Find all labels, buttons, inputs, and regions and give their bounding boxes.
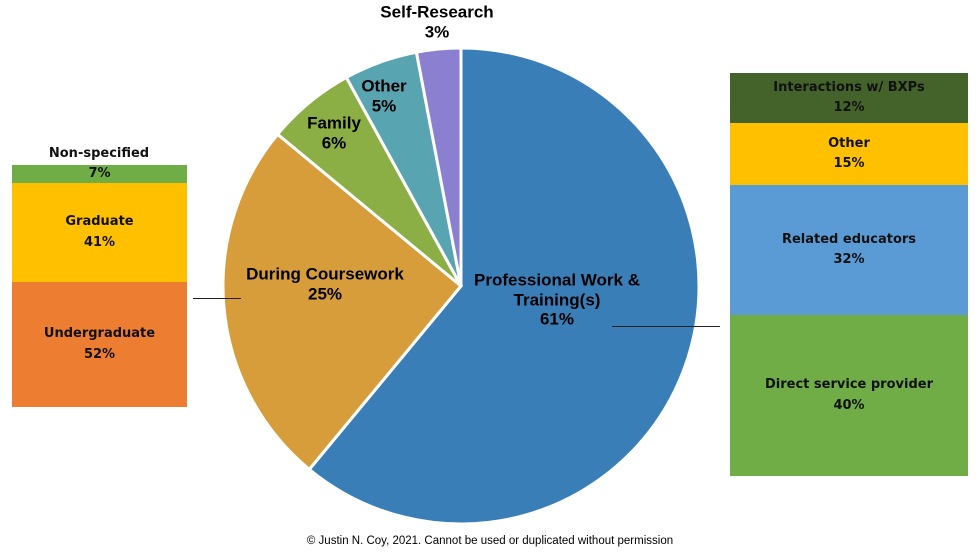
pie-label-other: Other 5% [361, 76, 406, 115]
segment-pct: 7% [88, 165, 111, 181]
label-pct: 25% [307, 284, 343, 303]
pie-label-self-research: Self-Research 3% [380, 2, 493, 41]
segment-pct: 12% [833, 100, 865, 115]
segment-pct: 32% [833, 252, 865, 267]
label-line: Other [361, 76, 407, 96]
professional-breakdown-stack: Interactions w/ BXPs 12% Other 15% Relat… [730, 73, 968, 476]
segment-label: Other [828, 135, 870, 151]
segment-label: Graduate [65, 214, 134, 230]
non-specified-label: Non-specified [48, 146, 150, 161]
coursework-breakdown-stack: 7% Graduate 41% Undergraduate 52% [12, 165, 187, 407]
pie-slice-during-coursework [221, 132, 464, 472]
segment-pct: 40% [833, 397, 865, 413]
label-pct: 61% [539, 309, 575, 329]
pie-label-family: Family 6% [307, 113, 361, 152]
segment-undergraduate: Undergraduate 52% [12, 282, 187, 407]
copyright-footer: © Justin N. Coy, 2021. Cannot be used or… [306, 535, 674, 547]
right-connector-line [612, 326, 720, 327]
label-line: Family [307, 113, 361, 133]
label-line: During Coursework [246, 264, 404, 284]
pie-label-coursework: During Coursework 25% [246, 264, 404, 303]
segment-label: Undergraduate [43, 326, 156, 342]
segment-direct-service-provider: Direct service provider 40% [730, 315, 968, 476]
label-pct: 3% [424, 22, 450, 41]
segment-label: Related educators [781, 231, 917, 247]
label-line: Professional Work & [474, 270, 640, 290]
segment-pct: 41% [83, 234, 116, 250]
segment-related-educators: Related educators 32% [730, 185, 968, 315]
label-line: Self-Research [380, 2, 494, 22]
segment-interactions-bxps: Interactions w/ BXPs 12% [730, 73, 968, 123]
left-connector-line [193, 298, 241, 299]
label-pct: 5% [371, 96, 397, 115]
pie-slice-professional-work-training-s- [307, 46, 701, 526]
segment-non-specified: 7% [12, 165, 187, 183]
pie-slice-self-research [414, 46, 463, 287]
segment-label: Interactions w/ BXPs [773, 79, 925, 95]
segment-label: Direct service provider [765, 377, 933, 393]
segment-other: Other 15% [730, 123, 968, 185]
segment-pct: 15% [833, 156, 865, 171]
label-pct: 6% [321, 133, 347, 152]
label-line: Training(s) [513, 290, 601, 310]
segment-graduate: Graduate 41% [12, 183, 187, 282]
pie-label-professional: Professional Work & Training(s) 61% [474, 271, 640, 330]
segment-pct: 52% [83, 346, 116, 362]
